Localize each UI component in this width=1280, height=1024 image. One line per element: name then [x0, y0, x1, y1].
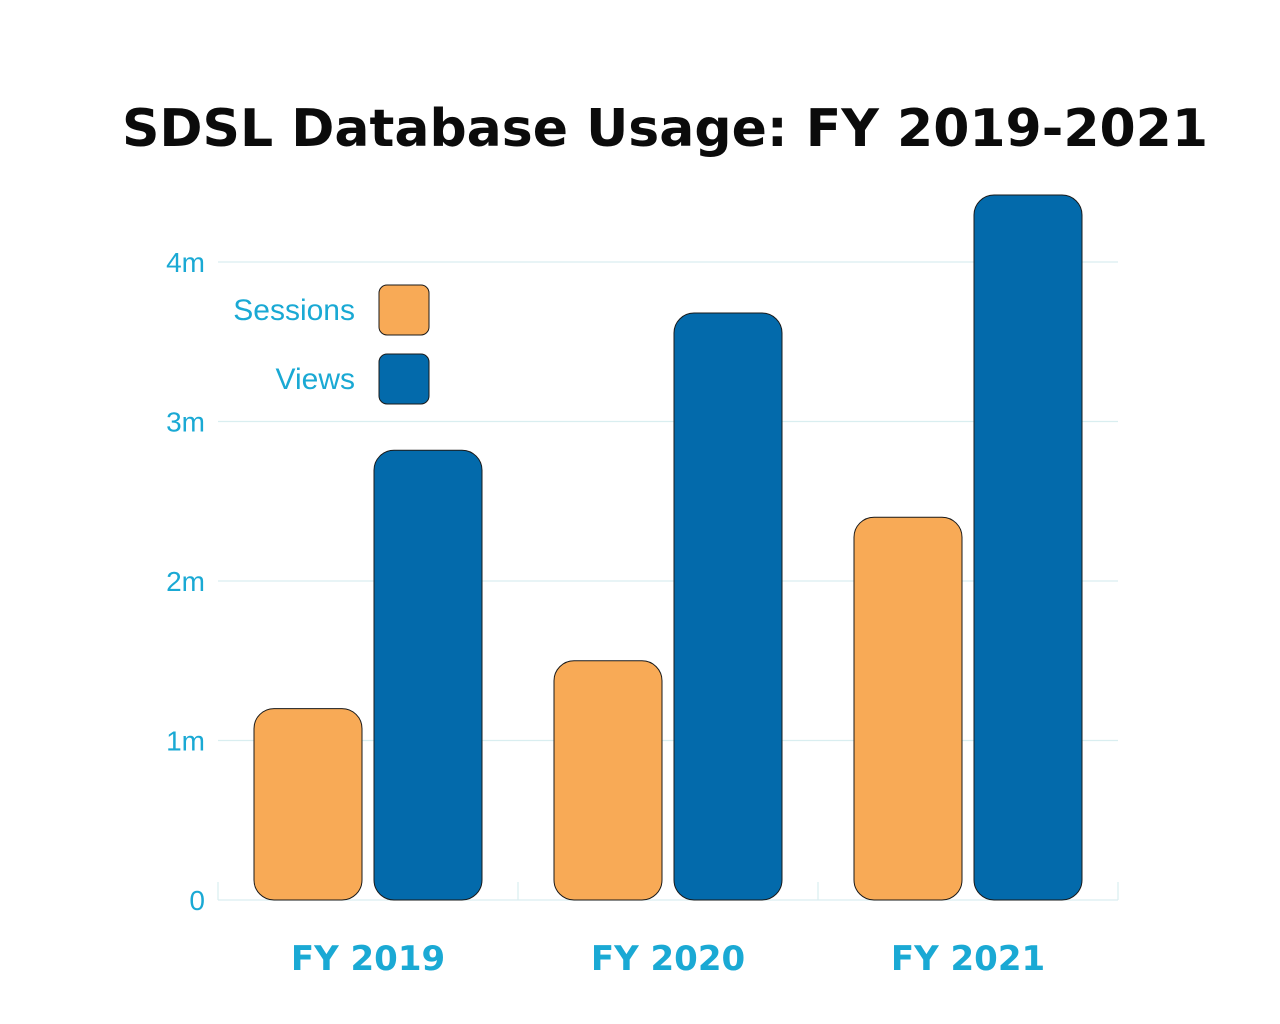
bars	[253, 194, 1083, 901]
bar-sessions-fy-2019	[253, 708, 363, 901]
x-tick-label: FY 2021	[891, 939, 1045, 979]
x-tick-label: FY 2020	[591, 939, 745, 979]
y-tick-label: 4m	[166, 247, 205, 278]
legend-swatch-sessions	[378, 284, 430, 336]
y-tick-label: 2m	[166, 566, 205, 597]
y-tick-label: 1m	[166, 725, 205, 756]
gridlines	[217, 261, 1119, 901]
bar-views-fy-2019	[373, 449, 483, 901]
chart-title: SDSL Database Usage: FY 2019-2021	[122, 99, 1208, 159]
y-axis: 0 1m 2m 3m 4m	[166, 247, 205, 916]
bar-views-fy-2021	[973, 194, 1083, 901]
bar-sessions-fy-2020	[553, 660, 663, 901]
y-tick-label: 0	[189, 885, 205, 916]
bar-sessions-fy-2021	[853, 516, 963, 901]
legend-label: Views	[276, 363, 355, 396]
x-axis: FY 2019 FY 2020 FY 2021	[291, 939, 1045, 979]
legend: Sessions Views	[233, 284, 430, 405]
legend-label: Sessions	[233, 294, 355, 327]
legend-swatch-views	[378, 353, 430, 405]
x-tick-label: FY 2019	[291, 939, 445, 979]
bar-views-fy-2020	[673, 312, 783, 901]
y-tick-label: 3m	[166, 406, 205, 437]
